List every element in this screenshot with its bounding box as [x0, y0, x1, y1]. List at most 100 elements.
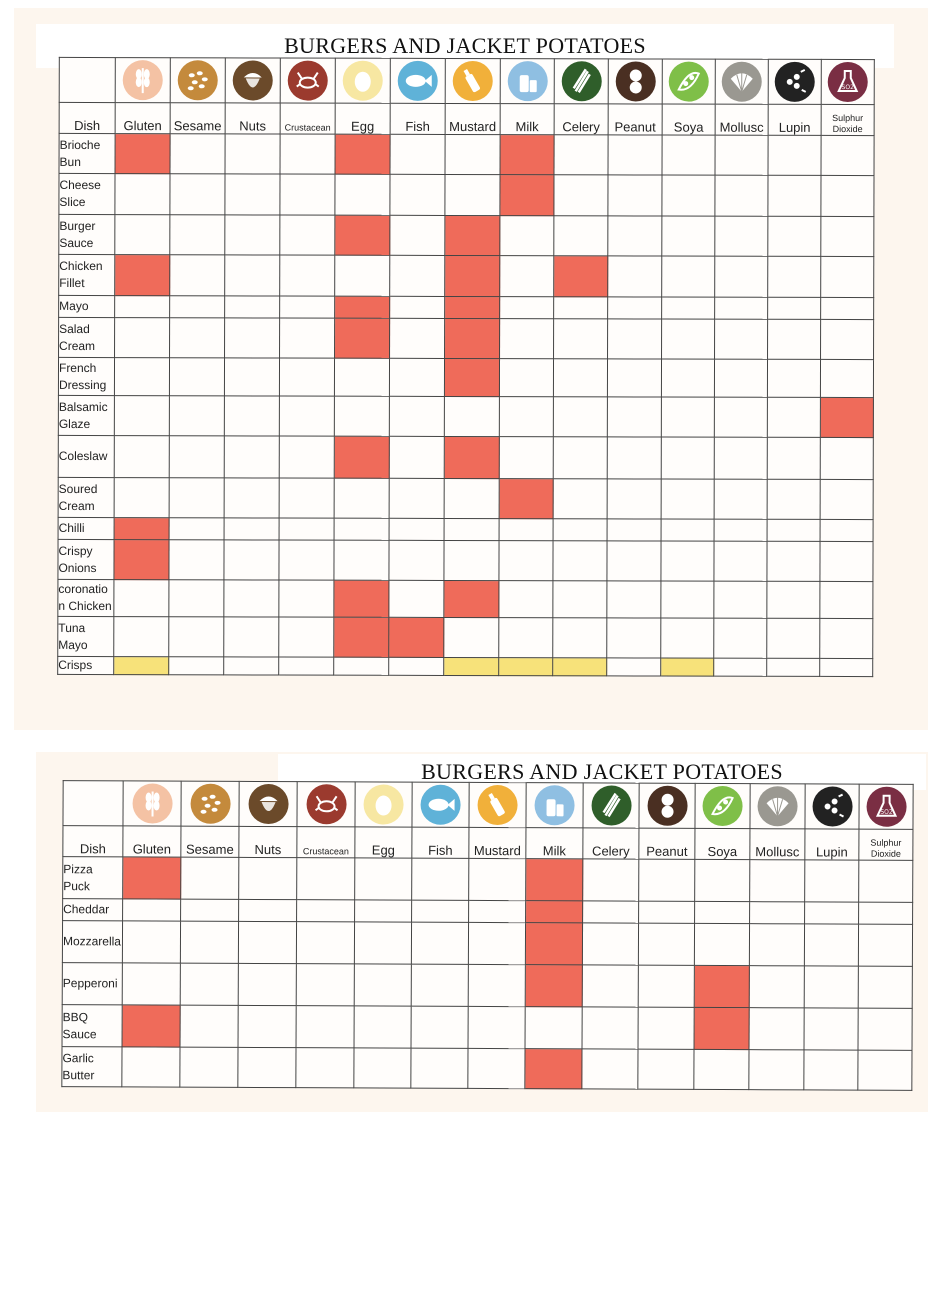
allergen-empty-cell — [553, 318, 608, 359]
allergen-empty-cell — [389, 436, 445, 479]
allergen-column-header: Crustacean — [296, 826, 355, 858]
allergen-column-header: Celery — [582, 827, 639, 860]
allergen-present-cell — [115, 133, 171, 174]
allergen-empty-cell — [804, 965, 859, 1009]
allergen-icon-cell — [445, 58, 501, 104]
dish-name-cell: Crisps — [57, 656, 114, 675]
allergen-empty-cell — [606, 540, 662, 582]
allergen-empty-cell — [168, 656, 224, 675]
allergen-empty-cell — [820, 319, 874, 360]
allergen-empty-cell — [388, 657, 444, 676]
allergen-empty-cell — [389, 215, 445, 256]
fish-icon — [420, 784, 461, 825]
allergen-column-header: Gluten — [122, 825, 181, 858]
allergen-icon-cell — [180, 781, 240, 827]
allergen-empty-cell — [606, 580, 661, 619]
allergen-empty-cell — [180, 857, 239, 900]
allergen-empty-cell — [114, 295, 170, 318]
allergen-empty-cell — [169, 435, 225, 478]
allergen-empty-cell — [714, 437, 768, 480]
allergen-empty-cell — [354, 1005, 412, 1049]
allergen-present-cell — [444, 215, 500, 256]
allergen-empty-cell — [333, 540, 390, 581]
sesame-seeds-icon — [177, 60, 218, 101]
allergen-empty-cell — [168, 539, 225, 580]
allergen-empty-cell — [766, 541, 821, 582]
allergen-empty-cell — [411, 964, 469, 1007]
peanut-icon — [646, 785, 688, 826]
allergen-trace-cell — [660, 658, 714, 677]
allergen-empty-cell — [468, 900, 526, 923]
allergen-empty-cell — [279, 358, 335, 397]
celery-icon — [590, 785, 632, 826]
allergen-present-cell — [334, 436, 390, 479]
allergen-empty-cell — [279, 518, 335, 541]
allergen-present-cell — [500, 134, 555, 175]
table-row: Chilli — [58, 517, 874, 542]
allergen-empty-cell — [819, 581, 873, 619]
allergen-empty-cell — [224, 317, 280, 359]
table-row: coronation Chicken — [57, 579, 873, 619]
allergen-empty-cell — [296, 899, 355, 922]
allergen-empty-cell — [443, 540, 500, 581]
sulphur-flask-icon: SO2 — [865, 786, 907, 827]
allergen-empty-cell — [694, 923, 750, 966]
allergen-empty-cell — [748, 1049, 805, 1090]
allergen-empty-cell — [169, 317, 225, 358]
table-row: Balsamic Glaze — [58, 395, 874, 438]
dish-name-cell: Soured Cream — [58, 477, 115, 518]
dish-name-cell: Coleslaw — [58, 435, 115, 478]
allergen-empty-cell — [223, 616, 279, 658]
allergen-empty-cell — [353, 1047, 412, 1089]
allergen-empty-cell — [445, 134, 501, 175]
mustard-bottle-icon — [477, 784, 518, 826]
allergen-empty-cell — [766, 658, 820, 677]
allergen-empty-cell — [169, 214, 225, 255]
allergen-empty-cell — [499, 436, 554, 479]
allergen-empty-cell — [749, 965, 805, 1008]
allergen-empty-cell — [354, 921, 412, 965]
allergen-empty-cell — [553, 358, 608, 397]
allergen-empty-cell — [122, 962, 181, 1006]
allergen-empty-cell — [169, 254, 225, 296]
allergen-present-cell — [694, 1007, 750, 1050]
allergen-column-header: Milk — [525, 827, 583, 859]
dish-name-cell: Burger Sauce — [58, 214, 115, 255]
dish-name-cell: Crispy Onions — [57, 539, 115, 580]
allergen-empty-cell — [606, 617, 661, 659]
allergen-empty-cell — [223, 539, 280, 581]
allergen-empty-cell — [661, 479, 715, 520]
allergen-empty-cell — [820, 519, 874, 542]
allergen-empty-cell — [180, 1005, 239, 1048]
allergen-empty-cell — [280, 134, 336, 175]
allergen-empty-cell — [114, 214, 170, 255]
allergen-empty-cell — [552, 580, 607, 618]
dish-name-cell: Chilli — [58, 517, 115, 540]
allergen-empty-cell — [444, 478, 500, 519]
table-row: Brioche Bun — [59, 133, 875, 176]
allergen-present-cell — [525, 900, 583, 923]
allergen-empty-cell — [661, 256, 715, 298]
allergen-empty-cell — [114, 173, 171, 215]
allergen-empty-cell — [607, 174, 663, 217]
allergen-empty-cell — [661, 175, 716, 217]
header-row: Dish Gluten Sesame Nuts Crustacean Egg Fish Mus… — [59, 102, 875, 136]
blank-corner-cell — [62, 780, 124, 826]
allergen-empty-cell — [296, 1005, 355, 1048]
allergen-empty-cell — [122, 920, 181, 964]
allergen-empty-cell — [661, 359, 715, 398]
allergen-empty-cell — [122, 898, 181, 922]
allergen-present-cell — [444, 296, 500, 319]
allergen-empty-cell — [295, 1047, 355, 1088]
allergen-empty-cell — [238, 857, 297, 900]
allergen-present-cell — [524, 1048, 583, 1089]
allergen-empty-cell — [661, 519, 715, 542]
allergen-trace-cell — [113, 656, 169, 675]
allergen-empty-cell — [819, 541, 874, 582]
allergen-present-cell — [499, 478, 554, 519]
allergen-empty-cell — [499, 518, 554, 541]
allergen-empty-cell — [749, 1007, 805, 1050]
allergen-empty-cell — [638, 901, 695, 924]
allergen-empty-cell — [389, 358, 445, 397]
allergen-empty-cell — [714, 216, 768, 257]
